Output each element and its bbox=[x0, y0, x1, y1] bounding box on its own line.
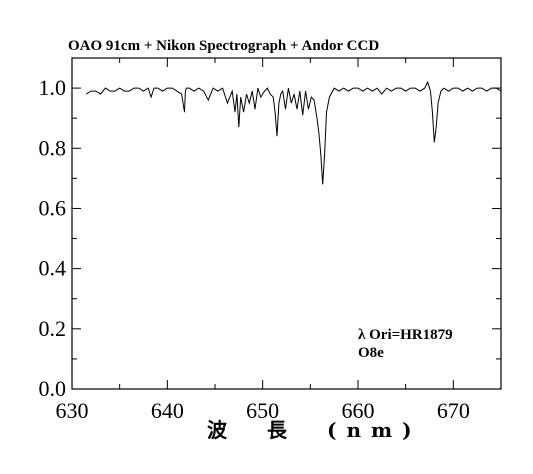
x-axis-label: 波 長 (nm) bbox=[207, 418, 422, 442]
x-tick-label: 650 bbox=[246, 398, 279, 423]
x-tick-label: 630 bbox=[56, 398, 89, 423]
y-tick-label: 0.6 bbox=[39, 195, 67, 220]
series-line-spectrum bbox=[86, 80, 502, 185]
axis-ticks bbox=[71, 57, 502, 390]
y-tick-label: 0.8 bbox=[39, 135, 67, 160]
annotation-star-name: λ Ori=HR1879 bbox=[358, 327, 453, 343]
annotation-spectral-type: O8e bbox=[358, 345, 384, 361]
x-tick-label: 660 bbox=[342, 398, 375, 423]
y-tick-label: 0.0 bbox=[39, 376, 67, 401]
plot-frame bbox=[71, 57, 502, 390]
y-tick-label: 0.4 bbox=[39, 256, 67, 281]
x-tick-label: 640 bbox=[151, 398, 184, 423]
chart-title: OAO 91cm + Nikon Spectrograph + Andor CC… bbox=[68, 38, 379, 54]
x-tick-labels: 630 640 650 660 670 bbox=[56, 398, 470, 423]
y-tick-label: 1.0 bbox=[39, 75, 67, 100]
x-tick-label: 670 bbox=[437, 398, 470, 423]
y-tick-labels: 0.0 0.2 0.4 0.6 0.8 1.0 bbox=[39, 75, 67, 401]
y-tick-label: 0.2 bbox=[39, 316, 67, 341]
